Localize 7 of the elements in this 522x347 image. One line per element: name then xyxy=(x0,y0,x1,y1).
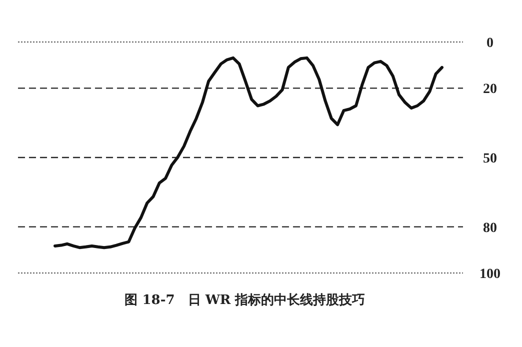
y-tick-label: 80 xyxy=(483,220,497,236)
y-tick-label: 50 xyxy=(483,152,497,166)
line-series xyxy=(54,56,444,250)
y-tick-label: 20 xyxy=(483,82,497,98)
y-tick-label: 0 xyxy=(486,36,494,51)
text: 图 18-7 日 WR 指标的中长线持股技巧 xyxy=(124,293,366,308)
y-tick-label: 100 xyxy=(480,267,500,282)
